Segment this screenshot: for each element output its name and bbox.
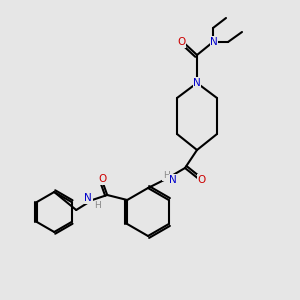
Text: N: N bbox=[169, 175, 177, 185]
Text: O: O bbox=[98, 174, 106, 184]
Text: O: O bbox=[177, 37, 185, 47]
Text: H: H bbox=[163, 172, 170, 181]
Text: O: O bbox=[198, 175, 206, 185]
Text: N: N bbox=[193, 78, 201, 88]
Text: H: H bbox=[94, 202, 101, 211]
Text: N: N bbox=[84, 193, 92, 203]
Text: N: N bbox=[210, 37, 218, 47]
